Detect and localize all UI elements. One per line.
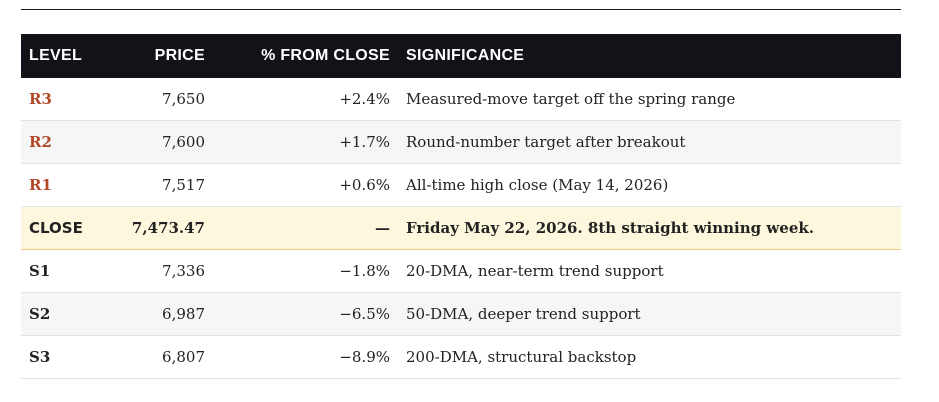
price-cell: 7,336	[116, 249, 213, 293]
table-row-close: CLOSE 7,473.47 — Friday May 22, 2026. 8t…	[21, 206, 901, 250]
price-cell: 7,600	[116, 120, 213, 164]
level-cell: R2	[21, 120, 116, 164]
level-cell: S2	[21, 292, 116, 336]
significance-cell: 50-DMA, deeper trend support	[398, 292, 901, 336]
level-cell: S3	[21, 335, 116, 379]
level-cell: CLOSE	[21, 206, 116, 250]
significance-cell: 200-DMA, structural backstop	[398, 335, 901, 379]
price-levels-table: LEVEL PRICE % FROM CLOSE SIGNIFICANCE R3…	[21, 34, 901, 379]
pct-cell: +0.6%	[213, 163, 398, 207]
price-cell: 7,650	[116, 78, 213, 121]
pct-cell: +2.4%	[213, 78, 398, 121]
header-significance: SIGNIFICANCE	[406, 47, 525, 64]
pct-cell: —	[213, 206, 398, 250]
header-level: LEVEL	[29, 47, 83, 64]
significance-cell: Round-number target after breakout	[398, 120, 901, 164]
table-row-s3: S3 6,807 −8.9% 200-DMA, structural backs…	[21, 335, 901, 379]
pct-cell: −8.9%	[213, 335, 398, 379]
significance-cell: Measured-move target off the spring rang…	[398, 78, 901, 121]
pct-cell: −6.5%	[213, 292, 398, 336]
significance-cell: 20-DMA, near-term trend support	[398, 249, 901, 293]
price-cell: 7,517	[116, 163, 213, 207]
level-cell: S1	[21, 249, 116, 293]
header-price: PRICE	[154, 47, 205, 64]
top-divider	[21, 9, 901, 10]
price-cell: 7,473.47	[116, 206, 213, 250]
significance-cell: All-time high close (May 14, 2026)	[398, 163, 901, 207]
table-row-r2: R2 7,600 +1.7% Round-number target after…	[21, 120, 901, 164]
price-cell: 6,807	[116, 335, 213, 379]
level-cell: R1	[21, 163, 116, 207]
header-pct-from-close: % FROM CLOSE	[261, 47, 390, 64]
level-cell: R3	[21, 78, 116, 121]
pct-cell: +1.7%	[213, 120, 398, 164]
price-cell: 6,987	[116, 292, 213, 336]
significance-cell: Friday May 22, 2026. 8th straight winnin…	[398, 206, 901, 250]
table-header-row: LEVEL PRICE % FROM CLOSE SIGNIFICANCE	[21, 34, 901, 78]
table-row-r1: R1 7,517 +0.6% All-time high close (May …	[21, 163, 901, 207]
table-row-s2: S2 6,987 −6.5% 50-DMA, deeper trend supp…	[21, 292, 901, 336]
table-row-s1: S1 7,336 −1.8% 20-DMA, near-term trend s…	[21, 249, 901, 293]
pct-cell: −1.8%	[213, 249, 398, 293]
table-row-r3: R3 7,650 +2.4% Measured-move target off …	[21, 78, 901, 121]
